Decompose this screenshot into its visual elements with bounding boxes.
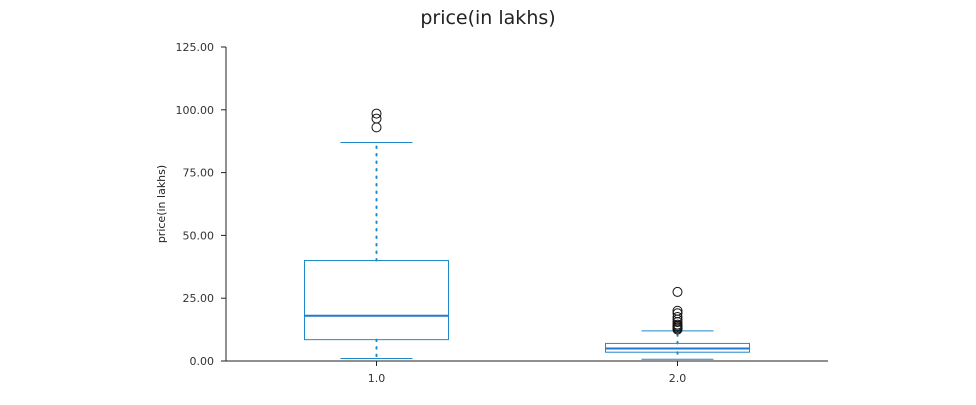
x-tick-label: 2.0 [669, 372, 687, 385]
outlier-point [672, 308, 683, 319]
y-tick-label: 25.00 [183, 292, 215, 305]
x-tick-label: 1.0 [368, 372, 386, 385]
y-tick-label: 100.00 [176, 104, 215, 117]
y-tick-label: 125.00 [176, 41, 215, 54]
outlier-point [371, 113, 382, 124]
y-axis-label: price(in lakhs) [155, 165, 168, 243]
plot-area: 0.00 25.00 50.00 75.00 100.00 125.00 1.0 2.0 [176, 41, 828, 385]
outlier-point [672, 319, 683, 330]
outlier-point [672, 286, 683, 297]
outlier-point [672, 312, 683, 323]
box-iqr [304, 260, 449, 341]
chart-title: price(in lakhs) [420, 7, 555, 29]
y-tick-label: 75.00 [183, 167, 215, 180]
outlier-point [672, 305, 683, 316]
outlier-point [371, 122, 382, 133]
y-tick-label: 50.00 [183, 229, 215, 242]
outlier-point [371, 108, 382, 119]
y-tick-label: 0.00 [190, 355, 215, 368]
